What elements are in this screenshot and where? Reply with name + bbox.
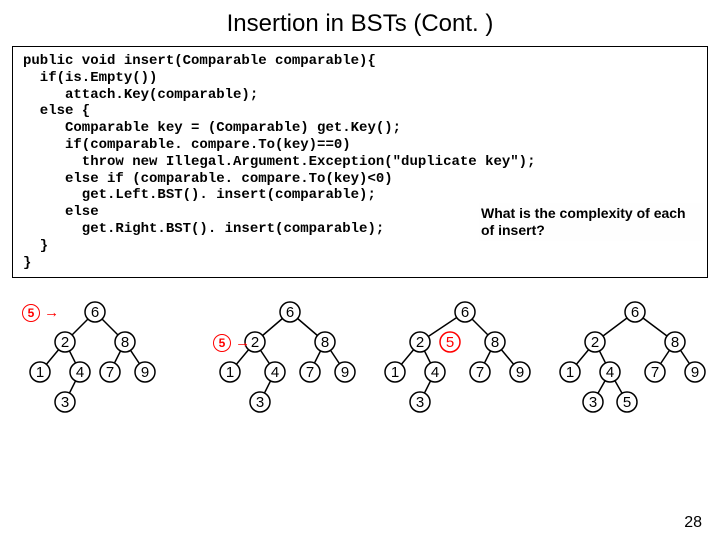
- tree-node-label: 6: [91, 304, 99, 321]
- complexity-callout: What is the complexity of each of insert…: [479, 203, 703, 241]
- tree-node-label: 7: [476, 364, 484, 381]
- page-title: Insertion in BSTs (Cont. ): [0, 0, 720, 38]
- tree-node-label: 9: [341, 364, 349, 381]
- insert-marker: 5 →: [22, 304, 59, 322]
- tree-node-label: 9: [691, 364, 699, 381]
- tree-node-label: 8: [671, 334, 679, 351]
- tree-node-label: 4: [76, 364, 84, 381]
- tree-node-label: 6: [286, 304, 294, 321]
- tree-node-label: 3: [589, 394, 597, 411]
- tree-node-label: 1: [226, 364, 234, 381]
- tree-node-label: 7: [651, 364, 659, 381]
- tree-node-label: 3: [416, 394, 424, 411]
- tree-diagrams: 6281479362814793625814793628147935 5 →5 …: [0, 282, 720, 507]
- tree-node-label: 1: [566, 364, 574, 381]
- tree-node-label: 9: [141, 364, 149, 381]
- tree-node-label: 6: [461, 304, 469, 321]
- tree-node-label: 7: [106, 364, 114, 381]
- tree-node-label: 8: [321, 334, 329, 351]
- tree-node-label: 4: [431, 364, 439, 381]
- tree-node-label: 5: [446, 334, 454, 351]
- tree-node-label: 7: [306, 364, 314, 381]
- tree-node-label: 4: [606, 364, 614, 381]
- tree-node-label: 1: [36, 364, 44, 381]
- tree-node-label: 9: [516, 364, 524, 381]
- tree-node-label: 2: [591, 334, 599, 351]
- tree-node-label: 2: [251, 334, 259, 351]
- tree-node-label: 4: [271, 364, 279, 381]
- tree-node-label: 2: [61, 334, 69, 351]
- tree-svg: 6281479362814793625814793628147935: [0, 282, 720, 507]
- tree-node-label: 3: [256, 394, 264, 411]
- tree-node-label: 3: [61, 394, 69, 411]
- tree-node-label: 8: [491, 334, 499, 351]
- tree-node-label: 8: [121, 334, 129, 351]
- tree-node-label: 6: [631, 304, 639, 321]
- tree-node-label: 5: [623, 394, 631, 411]
- code-block: public void insert(Comparable comparable…: [12, 46, 708, 278]
- tree-node-label: 2: [416, 334, 424, 351]
- tree-node-label: 1: [391, 364, 399, 381]
- insert-marker: 5 →: [213, 334, 250, 352]
- page-number: 28: [684, 514, 702, 532]
